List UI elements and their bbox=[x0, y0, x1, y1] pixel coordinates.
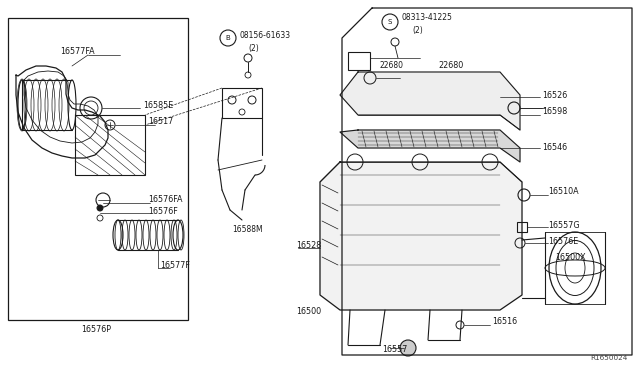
Bar bbox=[8, 18, 188, 320]
Text: R1650024: R1650024 bbox=[591, 355, 628, 361]
Bar bbox=[222, 88, 262, 118]
Text: 16516: 16516 bbox=[492, 317, 517, 327]
Circle shape bbox=[97, 205, 103, 211]
Text: (2): (2) bbox=[248, 44, 259, 52]
Text: 16510A: 16510A bbox=[548, 187, 579, 196]
Text: 08313-41225: 08313-41225 bbox=[402, 13, 453, 22]
Text: 16577F: 16577F bbox=[160, 260, 190, 269]
Text: 08156-61633: 08156-61633 bbox=[240, 31, 291, 39]
Text: 16526: 16526 bbox=[542, 90, 567, 99]
Circle shape bbox=[96, 193, 110, 207]
Circle shape bbox=[400, 340, 416, 356]
Text: 16598: 16598 bbox=[542, 108, 567, 116]
Text: 16528: 16528 bbox=[296, 241, 321, 250]
Polygon shape bbox=[320, 162, 522, 310]
Circle shape bbox=[244, 54, 252, 62]
Text: 16517: 16517 bbox=[148, 118, 173, 126]
Text: B: B bbox=[226, 35, 230, 41]
Text: 22680: 22680 bbox=[380, 61, 404, 70]
Bar bbox=[517, 222, 527, 232]
Polygon shape bbox=[340, 130, 520, 162]
Text: 16576FA: 16576FA bbox=[148, 196, 182, 205]
Text: 16500X: 16500X bbox=[555, 253, 586, 263]
Text: 16588M: 16588M bbox=[232, 225, 262, 234]
Text: 16576F: 16576F bbox=[148, 208, 178, 217]
Text: 22680: 22680 bbox=[438, 61, 463, 70]
Text: 16546: 16546 bbox=[542, 144, 567, 153]
Text: 16500: 16500 bbox=[296, 308, 321, 317]
Text: S: S bbox=[388, 19, 392, 25]
Bar bbox=[75, 115, 145, 175]
Bar bbox=[348, 52, 370, 70]
Text: 16577FA: 16577FA bbox=[60, 48, 95, 57]
Circle shape bbox=[97, 215, 103, 221]
Polygon shape bbox=[340, 72, 520, 130]
Text: 16557: 16557 bbox=[382, 346, 408, 355]
Text: 16585E: 16585E bbox=[143, 100, 173, 109]
Text: (2): (2) bbox=[412, 26, 423, 35]
Text: 16557G: 16557G bbox=[548, 221, 580, 230]
Text: 16576P: 16576P bbox=[81, 326, 111, 334]
Text: 16576E: 16576E bbox=[548, 237, 579, 247]
